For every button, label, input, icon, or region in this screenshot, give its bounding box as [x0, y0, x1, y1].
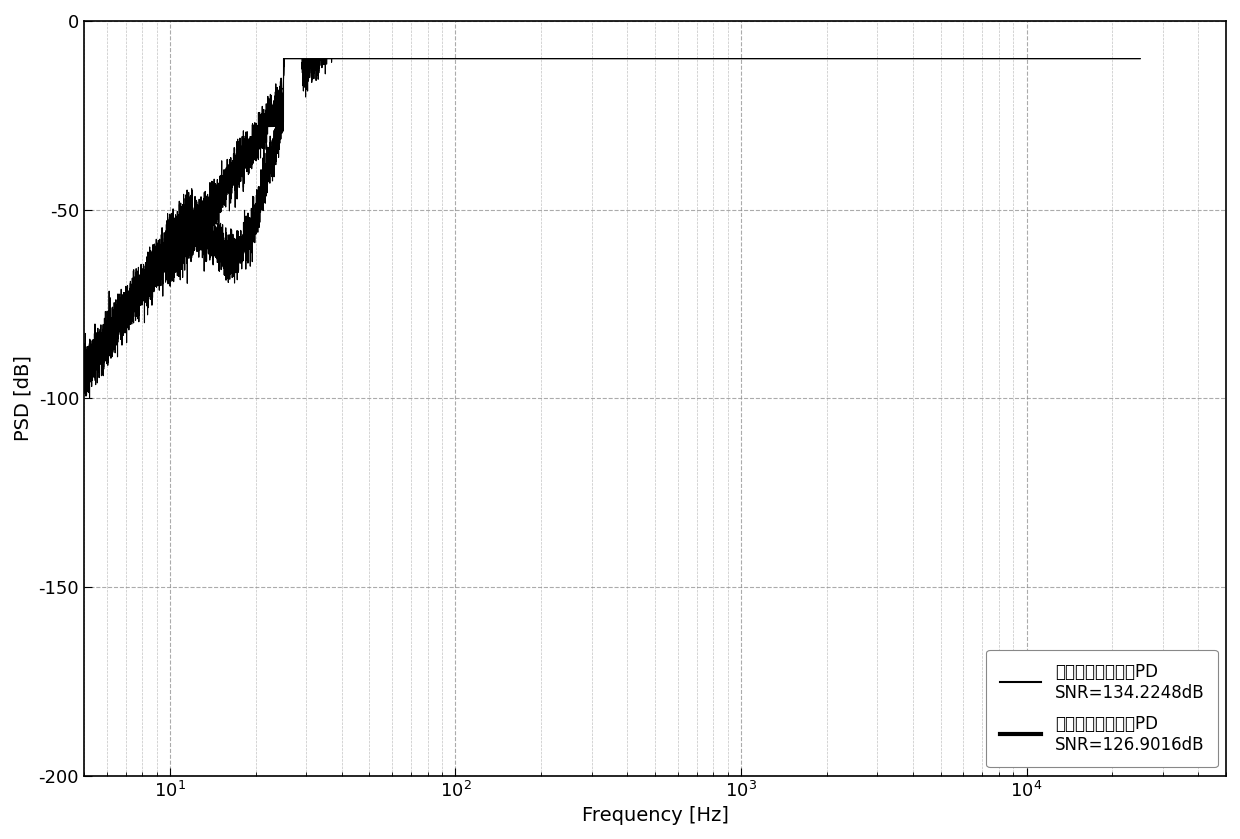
Legend: 分数阶相位补偿器PD
SNR=134.2248dB, 整数阶相位补偿器PD
SNR=126.9016dB: 分数阶相位补偿器PD SNR=134.2248dB, 整数阶相位补偿器PD SN…: [987, 649, 1218, 767]
X-axis label: Frequency [Hz]: Frequency [Hz]: [582, 806, 728, 825]
Y-axis label: PSD [dB]: PSD [dB]: [14, 355, 33, 441]
